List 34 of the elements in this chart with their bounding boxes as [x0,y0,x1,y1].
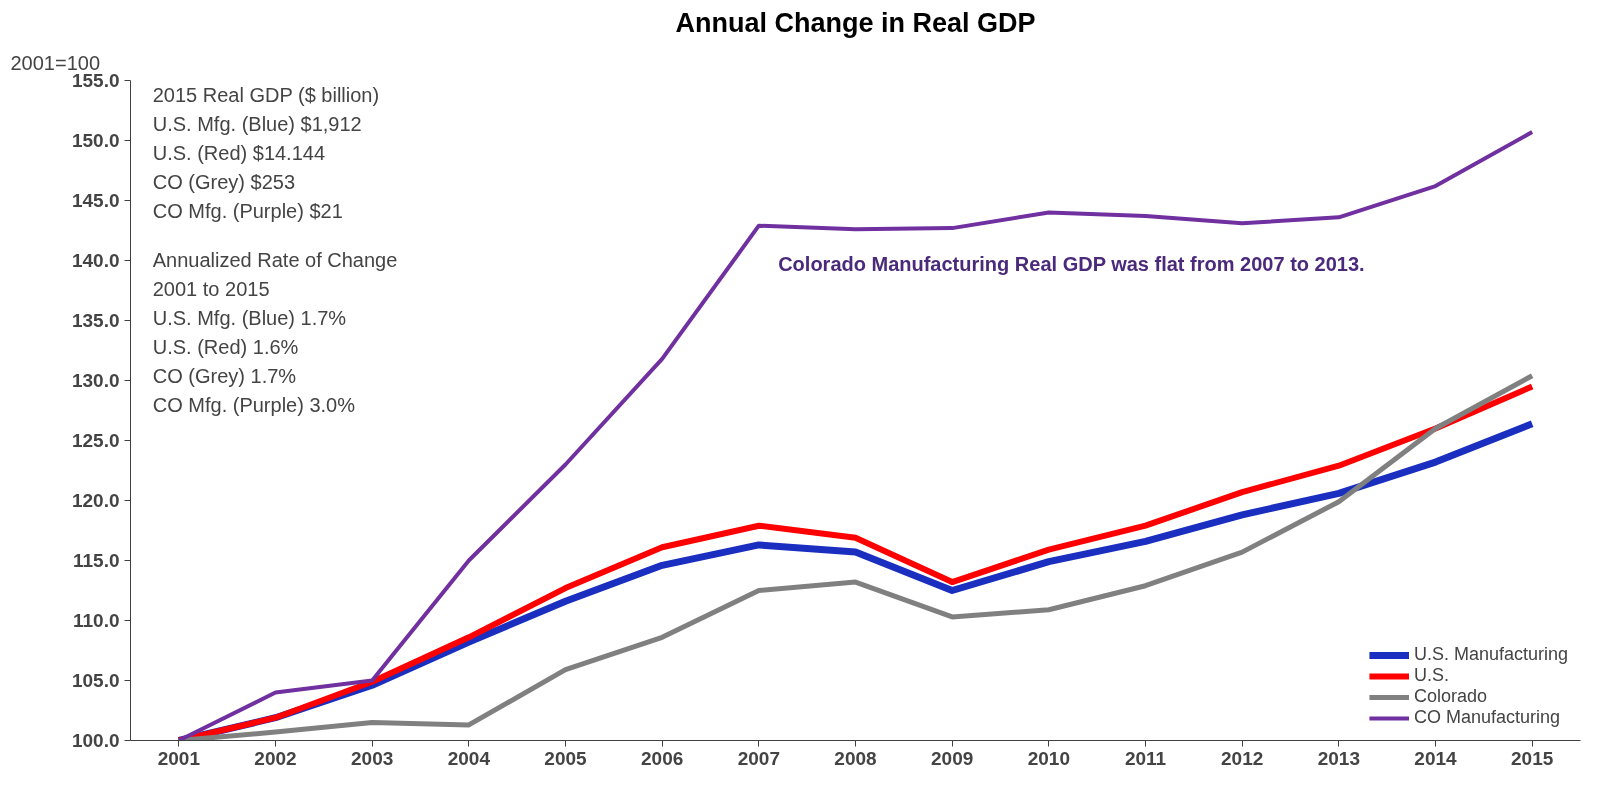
x-tick-label: 2015 [1511,747,1554,769]
y-tick-label: 145.0 [71,190,120,211]
y-tick-label: 115.0 [73,550,120,571]
legend-label: CO Manufacturing [1413,707,1560,728]
y-tick-label: 125.0 [71,430,120,451]
y-tick-label: 110.0 [73,610,120,631]
x-tick-label: 2009 [931,747,974,769]
x-tick-label: 2013 [1317,747,1360,769]
chart-title: Annual Change in Real GDP [675,7,1036,38]
annotation: Annualized Rate of Change 2001 to 2015 U.S. Mfg. (Blue) 1.7% U.S. (Red) 1.6% CO (Grey) 1.7% CO Mfg. (Purple) 3.0% [152,248,398,416]
x-tick-label: 2006 [641,747,684,769]
y-tick-label: 105.0 [71,670,120,691]
x-tick-label: 2011 [1124,747,1167,769]
legend-label: U.S. Manufacturing [1413,644,1568,665]
y-tick-label: 100.0 [71,730,120,751]
x-tick-label: 2008 [834,747,877,769]
y-tick-label: 150.0 [71,130,120,151]
y-tick-label: 120.0 [71,490,120,511]
x-tick-label: 2007 [737,747,780,769]
x-tick-label: 2010 [1027,747,1070,769]
x-tick-label: 2014 [1414,747,1458,769]
x-tick-label: 2004 [447,747,491,769]
legend-label: U.S. [1413,665,1449,686]
x-tick-label: 2005 [544,747,588,769]
annotation: 2015 Real GDP ($ billion) U.S. Mfg. (Blue) $1,912 U.S. (Red) $14.144 CO (Grey) $253 CO Mfg. (Purple) $21 [152,83,380,222]
x-tick-label: 2001 [157,747,201,769]
y-tick-label: 140.0 [71,250,120,271]
x-tick-label: 2012 [1221,747,1264,769]
annotation: Colorado Manufacturing Real GDP was flat from 2007 to 2013. [778,253,1365,276]
legend-label: Colorado [1413,686,1487,707]
x-tick-label: 2002 [254,747,297,769]
y-tick-label: 135.0 [71,310,120,331]
x-tick-label: 2003 [351,747,394,769]
y-tick-label: 130.0 [71,370,120,391]
